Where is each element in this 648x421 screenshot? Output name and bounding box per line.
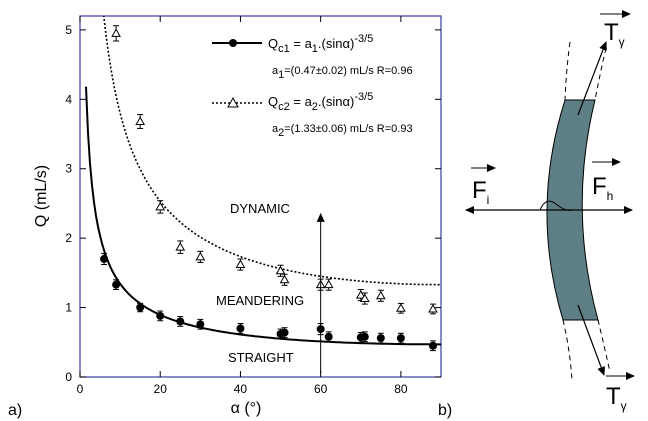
point-triangle (195, 251, 206, 261)
point-triangle (135, 116, 146, 126)
force-diagram-panel-b: Tγ Fi Fh Tγ b) (438, 10, 635, 419)
chart-panel-a: 0 20 40 60 80 0 1 2 3 4 5 DYNAMIC MEANDERING STRAI… (8, 15, 442, 419)
label-F-i: Fi (471, 164, 496, 207)
interface-bump (539, 200, 573, 211)
point-circle (236, 324, 245, 333)
band-bottom-left-dashed (562, 319, 573, 381)
legend-marker-circle (229, 39, 237, 47)
label-T-top: Tγ (600, 10, 631, 49)
y-tick-label: 5 (65, 23, 72, 37)
point-triangle (111, 28, 121, 37)
annotation-straight: STRAIGHT (228, 350, 294, 365)
point-circle (156, 311, 165, 320)
point-triangle (155, 201, 166, 211)
tension-arrow-bottom (577, 304, 605, 376)
legend-params-1: a1=(0.47±0.02) mL/s R=0.96 (272, 65, 413, 81)
point-triangle (175, 242, 186, 251)
data-points (100, 25, 438, 352)
axis-ticks: 0 20 40 60 80 0 1 2 3 4 5 (65, 16, 441, 396)
legend-formula-1: Qc1 = a1.(sinα)-3/5 (268, 33, 373, 55)
point-triangle (359, 293, 370, 303)
band-bottom-right-dashed (597, 319, 611, 373)
x-tick-label: 40 (234, 382, 248, 396)
point-triangle (396, 303, 406, 312)
point-circle (360, 332, 369, 341)
x-tick-label: 0 (77, 382, 84, 396)
point-triangle (355, 290, 366, 299)
label-F-h: Fh (592, 158, 621, 203)
point-circle (396, 334, 405, 343)
annotation-meandering: MEANDERING (216, 293, 304, 308)
point-circle (100, 254, 109, 263)
point-triangle (235, 259, 246, 269)
panel-label-b: b) (438, 402, 452, 419)
svg-text:Tγ: Tγ (604, 19, 625, 49)
x-tick-label: 20 (154, 382, 168, 396)
y-tick-label: 4 (65, 92, 72, 106)
legend: Qc1 = a1.(sinα)-3/5 a1=(0.47±0.02) mL/s … (212, 33, 413, 139)
fit-curve-qc2 (102, 16, 441, 286)
point-circle (136, 303, 145, 312)
point-circle (176, 317, 185, 326)
y-tick-label: 3 (65, 162, 72, 176)
plot-frame (79, 15, 442, 378)
point-triangle (323, 279, 334, 289)
fit-curve-qc1 (85, 86, 441, 346)
svg-text:Fh: Fh (592, 173, 613, 203)
svg-text:Fi: Fi (472, 177, 489, 207)
x-tick-label: 80 (394, 382, 408, 396)
tension-arrow-top (577, 41, 607, 116)
y-axis-label: Q (mL/s) (33, 165, 50, 227)
point-circle (428, 341, 437, 350)
point-triangle (375, 290, 386, 300)
annotation-dynamic: DYNAMIC (230, 201, 290, 216)
point-triangle (275, 265, 286, 275)
legend-params-2: a2=(1.33±0.06) mL/s R=0.93 (272, 123, 413, 139)
point-circle (196, 320, 205, 329)
label-T-bottom: Tγ (606, 372, 635, 413)
panel-label-a: a) (8, 402, 22, 419)
point-circle (112, 280, 121, 289)
point-triangle (428, 303, 438, 313)
band-top-left-dashed (564, 41, 571, 101)
band-top-right-dashed (594, 47, 607, 101)
point-circle (376, 334, 385, 343)
y-tick-label: 1 (65, 301, 72, 315)
fit-curves (85, 16, 441, 346)
y-tick-label: 0 (65, 370, 72, 384)
svg-text:Tγ: Tγ (606, 383, 627, 413)
legend-formula-2: Qc2 = a2.(sinα)-3/5 (268, 91, 373, 113)
y-tick-label: 2 (65, 231, 72, 245)
x-axis-label: α (°) (231, 400, 262, 417)
point-triangle (279, 274, 290, 284)
x-tick-label: 60 (314, 382, 328, 396)
legend-marker-triangle (227, 96, 239, 108)
point-circle (324, 332, 333, 341)
point-circle (280, 328, 289, 337)
